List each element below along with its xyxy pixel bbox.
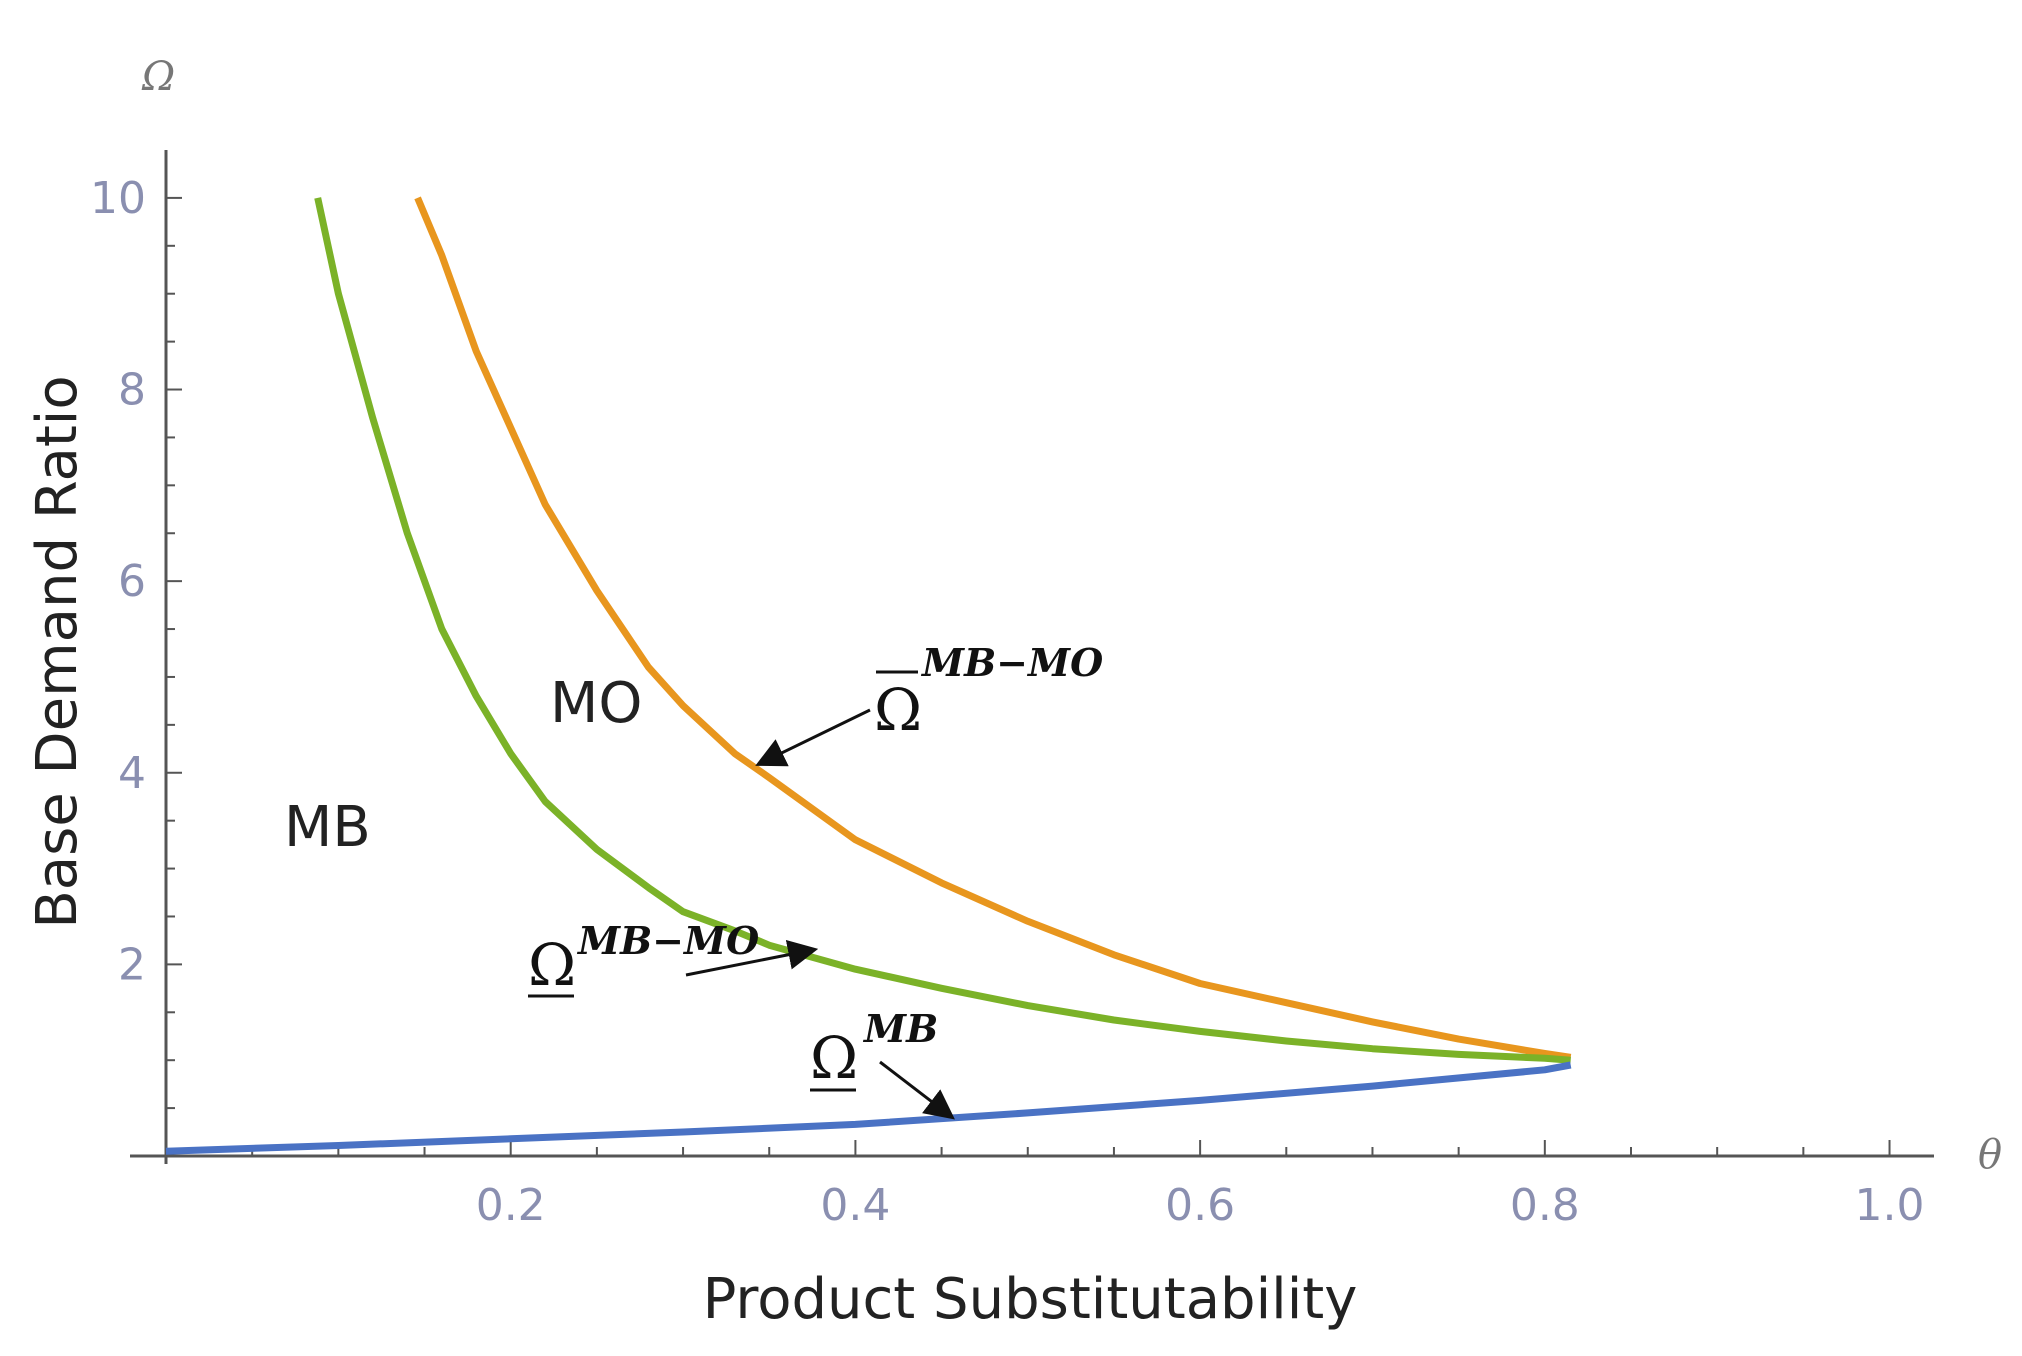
axes (130, 150, 1934, 1164)
series-line-mb (165, 1061, 1572, 1155)
y-tick-label: 4 (118, 748, 146, 799)
arrow-upper (755, 708, 871, 767)
omega-superscript-lower: MB−MO (576, 918, 759, 963)
ticks: 0.2 0.4 0.6 0.8 1.0 2 4 6 8 10 (90, 173, 1925, 1231)
omega-symbol-upper: Ω (874, 676, 922, 744)
annotation-lower: Ω MB−MO (528, 918, 819, 999)
x-axis-title: Product Substitutability (703, 1267, 1358, 1332)
omega-symbol-mb: Ω (810, 1024, 858, 1092)
y-tick-label: 8 (118, 365, 146, 416)
y-axis-title: Base Demand Ratio (25, 375, 90, 928)
x-tick-label: 0.6 (1165, 1180, 1235, 1231)
omega-superscript-mb: MB (862, 1006, 938, 1051)
series-line-lower (314, 197, 1571, 1064)
x-tick-label: 0.2 (476, 1180, 546, 1231)
omega-superscript-upper: MB−MO (920, 640, 1103, 685)
arrow-mb (879, 1060, 955, 1120)
omega-symbol-lower: Ω (528, 931, 576, 999)
y-tick-label: 6 (118, 556, 146, 607)
y-axis-symbol: Ω (141, 54, 175, 100)
series-line-upper (414, 196, 1572, 1061)
region-label-mo: MO (550, 671, 642, 736)
arrow-lower (685, 939, 819, 977)
annotation-upper: Ω MB−MO (755, 640, 1103, 767)
y-tick-label: 10 (90, 173, 146, 224)
x-tick-label: 0.8 (1510, 1180, 1580, 1231)
x-tick-label: 0.4 (820, 1180, 890, 1231)
x-axis-symbol: θ (1978, 1132, 2002, 1178)
x-tick-label: 1.0 (1855, 1180, 1925, 1231)
y-tick-label: 2 (118, 939, 146, 990)
region-label-mb: MB (284, 795, 371, 860)
annotation-mb: Ω MB (810, 1006, 955, 1120)
